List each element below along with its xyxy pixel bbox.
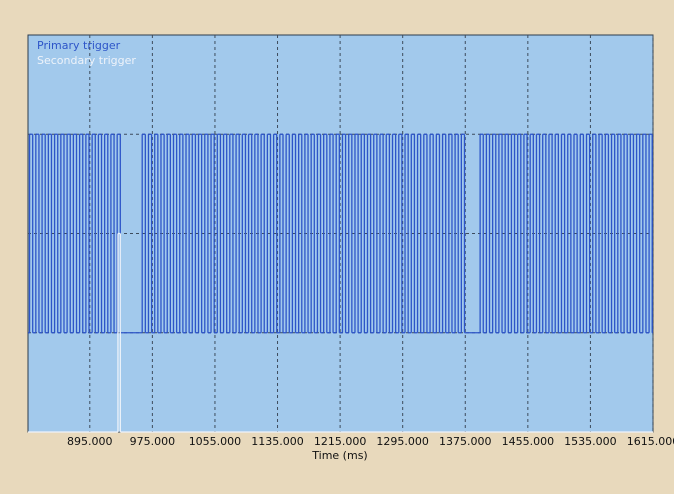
x-tick-label: 895.000	[67, 435, 113, 448]
x-tick-label: 1615.000	[627, 435, 674, 448]
x-tick-label: 1135.000	[251, 435, 304, 448]
legend: Primary trigger Secondary trigger	[37, 39, 136, 67]
data-layer	[28, 133, 653, 433]
x-tick-label: 1055.000	[189, 435, 242, 448]
x-tick-label: 1375.000	[439, 435, 492, 448]
x-tick-label: 1215.000	[314, 435, 367, 448]
x-tick-label: 1295.000	[376, 435, 429, 448]
legend-entry: Secondary trigger	[37, 54, 136, 67]
x-tick-label: 1455.000	[502, 435, 555, 448]
x-tick-label: 1535.000	[564, 435, 617, 448]
x-tick-label: 975.000	[130, 435, 176, 448]
x-axis-label: Time (ms)	[311, 449, 367, 462]
legend-entry: Primary trigger	[37, 39, 121, 52]
